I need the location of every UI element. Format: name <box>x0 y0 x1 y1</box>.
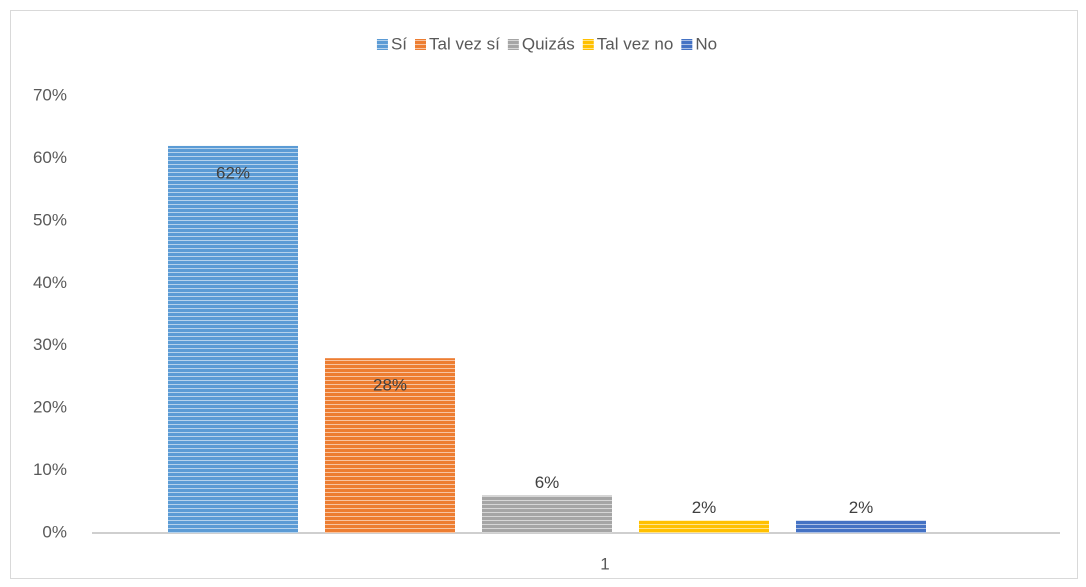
data-label: 28% <box>373 376 407 395</box>
legend-swatch <box>582 39 594 50</box>
legend-label: No <box>695 34 717 53</box>
bar <box>796 520 926 533</box>
y-tick-label: 30% <box>33 335 67 354</box>
data-label: 62% <box>216 163 250 182</box>
y-tick-label: 0% <box>42 522 67 541</box>
legend-label: Sí <box>391 34 407 53</box>
y-tick-label: 50% <box>33 210 67 229</box>
y-tick-label: 60% <box>33 148 67 167</box>
data-label: 2% <box>692 498 717 517</box>
x-tick-label: 1 <box>600 554 609 573</box>
legend-swatch <box>507 39 519 50</box>
legend-label: Quizás <box>522 34 575 53</box>
legend-label: Tal vez sí <box>429 34 500 53</box>
data-label: 6% <box>535 473 560 492</box>
legend-label: Tal vez no <box>597 34 674 53</box>
bar <box>482 495 612 533</box>
legend-swatch <box>376 39 388 50</box>
y-tick-label: 70% <box>33 85 67 104</box>
bar <box>168 145 298 533</box>
bar <box>639 520 769 533</box>
legend-swatch <box>415 39 426 50</box>
y-tick-label: 20% <box>33 398 67 417</box>
legend-swatch <box>681 39 693 50</box>
data-label: 2% <box>849 498 874 517</box>
bar <box>325 358 455 533</box>
y-tick-label: 40% <box>33 273 67 292</box>
y-tick-label: 10% <box>33 460 67 479</box>
